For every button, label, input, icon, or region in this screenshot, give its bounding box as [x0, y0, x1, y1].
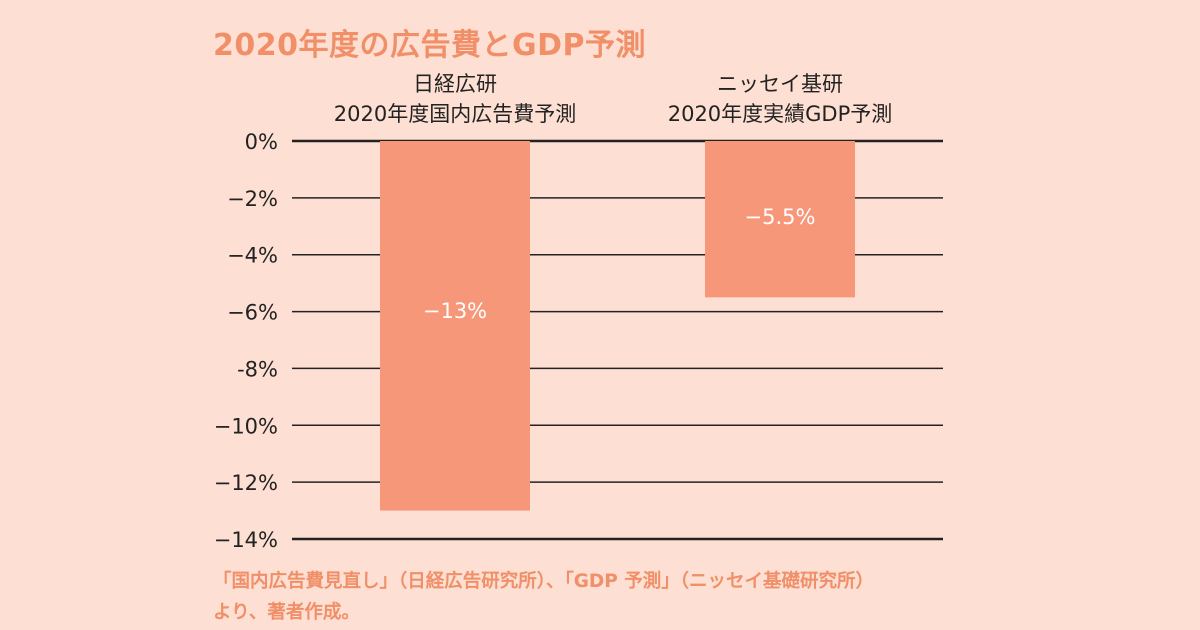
bar-value-labels: −13% −5.5% — [423, 205, 816, 323]
y-tick-label: −2% — [227, 187, 278, 211]
source-note-line-1: 「国内広告費見直し」（日経広告研究所）、「GDP 予測」（ニッセイ基礎研究所） — [213, 571, 875, 592]
y-tick-label: −12% — [214, 471, 278, 495]
source-note-line-2: より、著者作成。 — [213, 602, 360, 623]
bar — [705, 141, 855, 298]
y-axis-ticks: 0% −2% −4% −6% -8% −10% −12% −14% — [214, 130, 278, 552]
category-label-line2: 2020年度実績GDP予測 — [668, 102, 893, 126]
bar-value-label: −5.5% — [745, 205, 816, 229]
y-tick-label: −10% — [214, 414, 278, 438]
y-tick-label: −14% — [214, 528, 278, 552]
bar-value-label: −13% — [423, 299, 487, 323]
y-tick-label: 0% — [245, 130, 278, 154]
category-labels: 日経広研 2020年度国内広告費予測 ニッセイ基研 2020年度実績GDP予測 — [334, 72, 893, 126]
bars — [380, 141, 855, 511]
y-tick-label: -8% — [237, 357, 278, 381]
source-note: 「国内広告費見直し」（日経広告研究所）、「GDP 予測」（ニッセイ基礎研究所） … — [213, 566, 1173, 628]
category-label-line1: 日経広研 — [413, 72, 497, 96]
y-tick-label: −6% — [227, 301, 278, 325]
bar — [380, 141, 530, 511]
category-label-line2: 2020年度国内広告費予測 — [334, 102, 576, 126]
category-label-line1: ニッセイ基研 — [717, 72, 843, 96]
chart-title: 2020年度の広告費とGDP予測 — [213, 28, 647, 63]
y-tick-label: −4% — [227, 244, 278, 268]
